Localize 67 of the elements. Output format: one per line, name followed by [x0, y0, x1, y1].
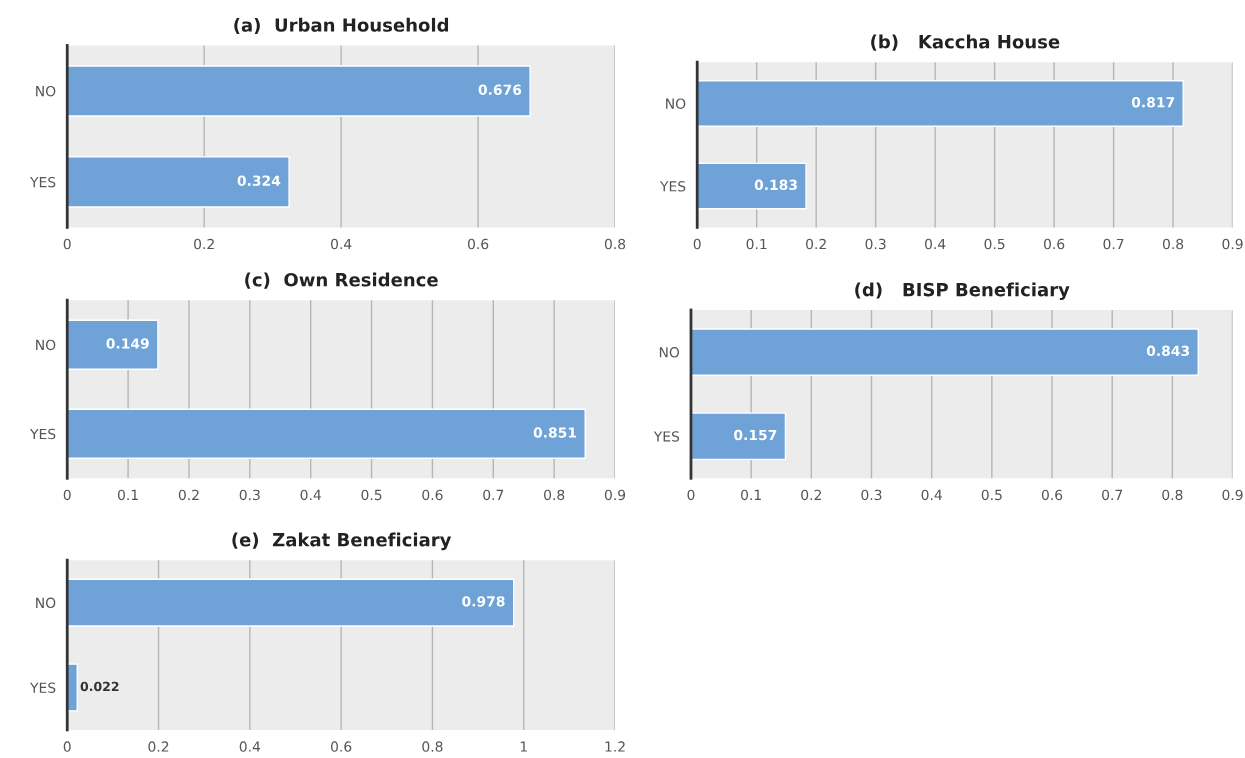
x-tick-label: 0.2 — [148, 741, 169, 752]
x-tick-label: 0 — [63, 238, 71, 250]
y-tick-label: NO — [659, 347, 680, 358]
data-label: 0.978 — [462, 596, 505, 607]
x-tick-label: 1 — [520, 741, 527, 752]
data-label: 0.149 — [106, 338, 149, 349]
data-label: 0.851 — [533, 427, 577, 438]
x-tick-label: 0.8 — [1162, 489, 1183, 501]
x-tick-label: 0.6 — [467, 238, 489, 250]
y-tick-label: YES — [30, 428, 56, 440]
x-tick-label: 0.8 — [544, 489, 565, 501]
y-tick-label: NO — [36, 85, 56, 97]
x-tick-label: 0 — [63, 741, 71, 752]
x-tick-label: 0.2 — [806, 238, 826, 250]
x-tick-label: 0.9 — [1222, 489, 1243, 501]
x-tick-label: 1.2 — [605, 741, 625, 752]
data-label: 0.676 — [478, 84, 522, 95]
x-tick-label: 0.4 — [925, 238, 946, 250]
x-tick-label: 0.6 — [422, 489, 443, 501]
x-tick-label: 0.8 — [604, 238, 626, 250]
x-tick-label: 0.6 — [1041, 489, 1063, 501]
x-tick-label: 0.2 — [178, 489, 199, 501]
x-tick-label: 0.1 — [741, 489, 761, 501]
x-tick-label: 0 — [693, 238, 701, 250]
x-tick-label: 0.8 — [422, 741, 443, 752]
data-label: 0.022 — [80, 681, 119, 692]
x-tick-label: 0.8 — [1162, 238, 1184, 250]
x-tick-label: 0.9 — [1222, 238, 1243, 250]
x-tick-label: 0 — [687, 489, 695, 501]
data-label: 0.183 — [754, 179, 797, 191]
y-tick-label: NO — [36, 597, 56, 609]
x-tick-label: 0.2 — [194, 238, 214, 250]
x-tick-label: 0.3 — [239, 489, 260, 501]
x-tick-label: 0.4 — [300, 489, 321, 501]
chart-title: (d) BISP Beneficiary — [855, 282, 1070, 301]
x-tick-label: 0.5 — [361, 489, 382, 501]
x-tick-label: 0.9 — [604, 489, 626, 501]
x-tick-label: 0.7 — [483, 489, 504, 501]
x-tick-label: 0.7 — [1102, 489, 1123, 501]
x-tick-label: 0.5 — [981, 489, 1002, 501]
y-tick-label: YES — [653, 431, 680, 442]
x-tick-label: 0.6 — [1043, 238, 1065, 250]
y-tick-label: NO — [666, 98, 686, 109]
y-tick-label: NO — [36, 339, 56, 351]
x-tick-label: 0.6 — [331, 741, 352, 752]
x-tick-label: 0.4 — [331, 238, 352, 250]
x-tick-label: 0.5 — [984, 238, 1005, 250]
x-tick-label: 0.4 — [239, 741, 261, 752]
x-tick-label: 0.1 — [117, 489, 138, 501]
x-tick-label: 0.3 — [861, 489, 882, 501]
x-tick-label: 0 — [63, 489, 71, 501]
data-label: 0.843 — [1146, 345, 1190, 357]
chart-title: (e) Zakat Beneficiary — [232, 532, 452, 551]
x-tick-label: 0.3 — [865, 238, 886, 250]
data-label: 0.157 — [734, 429, 777, 441]
x-tick-label: 0.4 — [921, 489, 942, 501]
y-tick-label: YES — [30, 176, 56, 188]
y-tick-label: YES — [659, 181, 686, 192]
x-tick-label: 0.7 — [1103, 238, 1124, 250]
x-tick-label: 0.2 — [801, 489, 821, 501]
x-tick-label: 0.1 — [746, 238, 767, 250]
chart-title: (a) Urban Household — [234, 17, 449, 34]
y-tick-label: YES — [30, 682, 56, 693]
data-label: 0.817 — [1131, 96, 1175, 108]
data-label: 0.324 — [237, 175, 281, 186]
chart-title: (c) Own Residence — [245, 272, 438, 289]
chart-title: (b) Kaccha House — [871, 34, 1060, 51]
